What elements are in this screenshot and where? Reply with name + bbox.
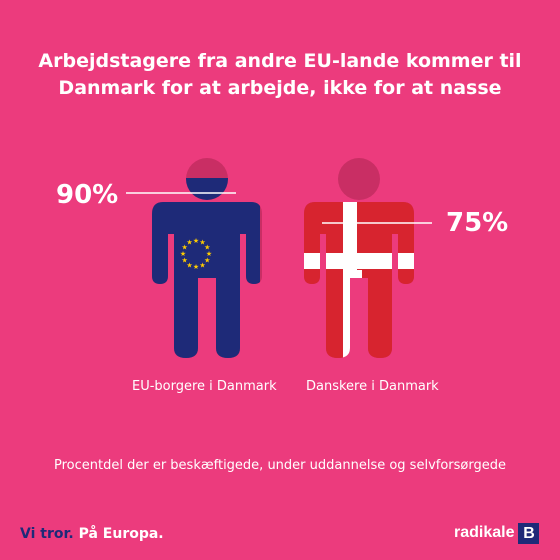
svg-text:★: ★ <box>182 257 188 265</box>
svg-text:★: ★ <box>199 261 205 269</box>
brand-wordmark: radikale <box>454 524 515 541</box>
footnote: Procentdel der er beskæftigede, under ud… <box>54 458 506 473</box>
brand-letter-box: B <box>518 522 540 544</box>
svg-text:★: ★ <box>199 239 205 247</box>
headline-line-1: Arbejdstagere fra andre EU-lande kommer … <box>38 50 522 72</box>
svg-text:★: ★ <box>193 237 199 245</box>
svg-text:★: ★ <box>186 239 192 247</box>
svg-text:★: ★ <box>206 250 212 258</box>
svg-text:★: ★ <box>180 250 186 258</box>
svg-text:★: ★ <box>204 257 210 265</box>
right-percent-label: 75% <box>446 208 509 238</box>
left-caption: EU-borgere i Danmark <box>132 379 277 394</box>
right-caption: Danskere i Danmark <box>306 379 439 394</box>
svg-text:★: ★ <box>204 244 210 252</box>
svg-text:★: ★ <box>182 244 188 252</box>
eu-stars-icon: ★ ★ ★ ★ ★ ★ ★ ★ ★ ★ ★ ★ <box>180 237 212 271</box>
slogan: Vi tror. På Europa. <box>20 526 164 542</box>
left-percent-label: 90% <box>56 180 119 210</box>
svg-text:★: ★ <box>186 261 192 269</box>
slogan-part-2: På Europa. <box>78 526 164 542</box>
radikale-logo: radikale B <box>454 522 540 544</box>
headline: Arbejdstagere fra andre EU-lande kommer … <box>0 48 560 102</box>
svg-text:★: ★ <box>193 263 199 271</box>
headline-line-2: Danmark for at arbejde, ikke for at nass… <box>58 77 502 99</box>
slogan-part-1: Vi tror. <box>20 526 74 542</box>
